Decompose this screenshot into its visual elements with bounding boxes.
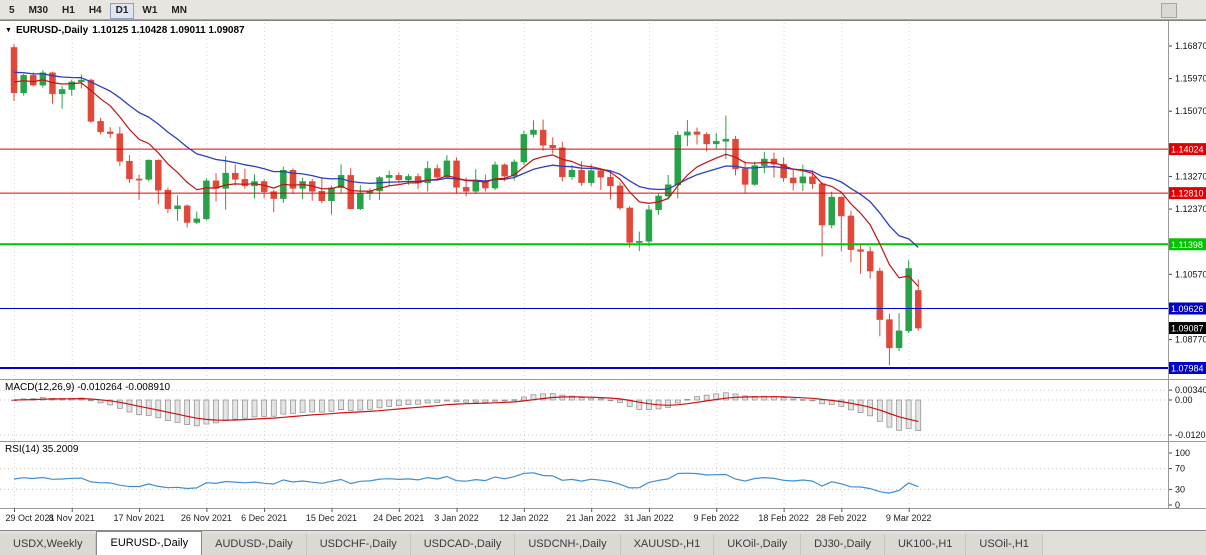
chart-tab-uk100-h1[interactable]: UK100-,H1 [884, 534, 967, 555]
chart-tab-audusd-daily[interactable]: AUDUSD-,Daily [202, 534, 307, 555]
timeframe-button-h1[interactable]: H1 [56, 3, 81, 19]
svg-text:0.00: 0.00 [1175, 395, 1193, 405]
svg-text:1.09087: 1.09087 [1171, 324, 1204, 334]
svg-text:1.12370: 1.12370 [1175, 204, 1206, 214]
macd-indicator-label: MACD(12,26,9) -0.010264 -0.008910 [5, 382, 171, 393]
rsi-indicator-label: RSI(14) 35.2009 [5, 444, 79, 455]
svg-text:29 Oct 2021: 29 Oct 2021 [5, 513, 54, 523]
chart-title: ▼ EURUSD-,Daily 1.10125 1.10428 1.09011 … [5, 25, 245, 36]
chart-tab-usdcnh-daily[interactable]: USDCNH-,Daily [515, 534, 621, 555]
chart-tab-eurusd-daily[interactable]: EURUSD-,Daily [96, 531, 203, 555]
chart-ohlc-values: 1.10125 1.10428 1.09011 1.09087 [92, 25, 245, 36]
timeframe-button-h4[interactable]: H4 [83, 3, 108, 19]
chart-tab-dj30-daily[interactable]: DJ30-,Daily [801, 534, 885, 555]
svg-text:15 Dec 2021: 15 Dec 2021 [306, 513, 357, 523]
chart-tab-usdchf-daily[interactable]: USDCHF-,Daily [306, 534, 411, 555]
svg-text:1.15070: 1.15070 [1175, 106, 1206, 116]
svg-text:0.00340: 0.00340 [1175, 385, 1206, 395]
timeframe-toolbar: 5 M30 H1 H4 D1 W1 MN [0, 0, 1206, 20]
timeframe-button-d1[interactable]: D1 [109, 3, 135, 19]
svg-text:30: 30 [1175, 484, 1185, 494]
chart-tab-ukoil-daily[interactable]: UKOil-,Daily [714, 534, 802, 555]
svg-text:17 Nov 2021: 17 Nov 2021 [114, 513, 165, 523]
rsi-line [13, 472, 919, 494]
timeframe-button-m30[interactable]: M30 [23, 3, 54, 19]
macd-signal-line [13, 396, 919, 422]
svg-text:12 Jan 2022: 12 Jan 2022 [499, 513, 549, 523]
svg-text:21 Jan 2022: 21 Jan 2022 [566, 513, 616, 523]
timeframe-button-w1[interactable]: W1 [136, 3, 163, 19]
svg-text:1.08770: 1.08770 [1175, 335, 1206, 345]
timeframe-buttons: 5 M30 H1 H4 D1 W1 MN [2, 0, 194, 19]
svg-text:1.14024: 1.14024 [1171, 145, 1204, 155]
svg-text:1.07984: 1.07984 [1171, 364, 1204, 374]
svg-text:1.15970: 1.15970 [1175, 74, 1206, 84]
svg-text:100: 100 [1175, 448, 1190, 458]
chart-tab-usdcad-daily[interactable]: USDCAD-,Daily [410, 534, 516, 555]
timeframe-button-5[interactable]: 5 [3, 3, 21, 19]
svg-text:70: 70 [1175, 464, 1185, 474]
svg-text:-0.01205: -0.01205 [1175, 430, 1206, 440]
svg-text:18 Feb 2022: 18 Feb 2022 [758, 513, 809, 523]
svg-text:1.13270: 1.13270 [1175, 171, 1206, 181]
svg-text:0: 0 [1175, 500, 1180, 510]
chart-tab-xauusd-h1[interactable]: XAUUSD-,H1 [620, 534, 715, 555]
svg-text:1.11398: 1.11398 [1171, 240, 1203, 250]
ma-fast-line [13, 79, 919, 287]
svg-text:3 Jan 2022: 3 Jan 2022 [434, 513, 479, 523]
toolbar-right-button[interactable] [1161, 3, 1177, 18]
chart-dropdown-icon: ▼ [5, 26, 12, 34]
svg-text:26 Nov 2021: 26 Nov 2021 [181, 513, 232, 523]
chart-tab-bar: USDX,Weekly EURUSD-,Daily AUDUSD-,Daily USD… [0, 530, 1206, 555]
svg-text:1.16870: 1.16870 [1175, 41, 1206, 51]
svg-text:1.10570: 1.10570 [1175, 269, 1206, 279]
svg-text:6 Dec 2021: 6 Dec 2021 [241, 513, 287, 523]
chart-tab-usdx-weekly[interactable]: USDX,Weekly [0, 534, 97, 555]
svg-text:9 Feb 2022: 9 Feb 2022 [693, 513, 739, 523]
svg-text:28 Feb 2022: 28 Feb 2022 [816, 513, 867, 523]
svg-text:9 Mar 2022: 9 Mar 2022 [886, 513, 932, 523]
svg-text:1.12810: 1.12810 [1171, 189, 1204, 199]
svg-text:1.09626: 1.09626 [1171, 304, 1204, 314]
chart-tab-usoil-h1[interactable]: USOil-,H1 [966, 534, 1043, 555]
svg-text:8 Nov 2021: 8 Nov 2021 [49, 513, 95, 523]
horizontal-level-lines: 1.14024 1.12810 1.11398 1.09626 1.07984 [0, 143, 1206, 375]
chart-symbol-period: EURUSD-,Daily [15, 25, 89, 36]
timeframe-button-mn[interactable]: MN [165, 3, 193, 19]
current-price-tag [1169, 322, 1206, 335]
svg-text:31 Jan 2022: 31 Jan 2022 [624, 513, 674, 523]
svg-text:24 Dec 2021: 24 Dec 2021 [373, 513, 424, 523]
